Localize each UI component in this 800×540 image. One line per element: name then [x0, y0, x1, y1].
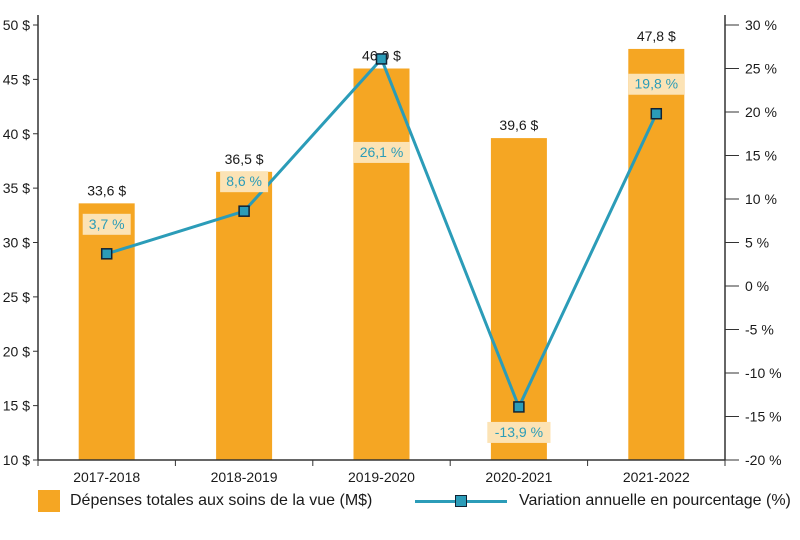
- y-left-tick-label: 10 $: [3, 452, 30, 468]
- line-marker: [100, 248, 113, 260]
- bar-value-label: 47,8 $: [637, 28, 676, 44]
- legend-marker-icon: [455, 495, 467, 507]
- y-left-tick-label: 50 $: [3, 17, 30, 33]
- y-right-tick-label: 5 %: [745, 235, 769, 251]
- y-left-tick-label: 25 $: [3, 289, 30, 305]
- legend-item-bar: Dépenses totales aux soins de la vue (M$…: [38, 490, 372, 512]
- pct-label-bg: [353, 141, 410, 163]
- y-right-tick-label: 10 %: [745, 191, 777, 207]
- line-marker: [650, 107, 663, 120]
- x-tick-label: 2018-2019: [211, 469, 278, 485]
- pct-value-label: 26,1 %: [360, 144, 404, 160]
- x-tick-label: 2017-2018: [73, 469, 140, 485]
- y-right-tick-label: -5 %: [745, 322, 774, 338]
- line-marker: [375, 53, 388, 65]
- bar-2017-2018: [78, 203, 135, 460]
- pct-value-label: 8,6 %: [226, 173, 262, 189]
- bar-2019-2020: [353, 68, 410, 460]
- pct-value-label: 3,7 %: [89, 216, 125, 232]
- y-left-tick-label: 15 $: [3, 398, 30, 414]
- pct-label-bg: [487, 421, 551, 443]
- y-right-tick-label: -10 %: [745, 365, 782, 381]
- y-right-tick-label: 0 %: [745, 278, 769, 294]
- legend-bar-label: Dépenses totales aux soins de la vue (M$…: [70, 492, 373, 509]
- line-marker: [238, 205, 250, 217]
- legend: Dépenses totales aux soins de la vue (M$…: [0, 490, 800, 520]
- legend-line-label: Variation annuelle en pourcentage (%): [519, 492, 791, 509]
- bar-value-label: 39,6 $: [499, 117, 538, 133]
- pct-value-label: 19,8 %: [635, 76, 679, 92]
- x-tick-label: 2019-2020: [348, 469, 415, 485]
- pct-value-label: -13,9 %: [495, 424, 543, 440]
- bar-2018-2019: [216, 171, 273, 460]
- bar-value-label: 36,5 $: [225, 151, 264, 167]
- y-right-tick-label: 25 %: [745, 61, 777, 77]
- x-tick-label: 2021-2022: [623, 469, 690, 485]
- pct-label-bg: [220, 171, 269, 193]
- y-left-tick-label: 40 $: [3, 126, 30, 142]
- y-right-tick-label: 30 %: [745, 17, 777, 33]
- y-right-tick-label: -20 %: [745, 452, 782, 468]
- line-marker: [513, 401, 525, 413]
- pct-label-bg: [628, 73, 685, 95]
- y-left-tick-label: 20 $: [3, 343, 30, 359]
- pct-label-bg: [82, 213, 131, 235]
- y-left-tick-label: 30 $: [3, 235, 30, 251]
- legend-line-swatch: [415, 490, 507, 512]
- y-right-tick-label: 15 %: [745, 148, 777, 164]
- y-left-tick-label: 45 $: [3, 71, 30, 87]
- legend-bar-swatch: [38, 490, 60, 512]
- bar-value-label: 33,6 $: [87, 182, 126, 198]
- y-right-tick-label: -15 %: [745, 409, 782, 425]
- x-tick-label: 2020-2021: [485, 469, 552, 485]
- y-right-tick-label: 20 %: [745, 104, 777, 120]
- legend-item-line: Variation annuelle en pourcentage (%): [415, 490, 791, 512]
- y-left-tick-label: 35 $: [3, 180, 30, 196]
